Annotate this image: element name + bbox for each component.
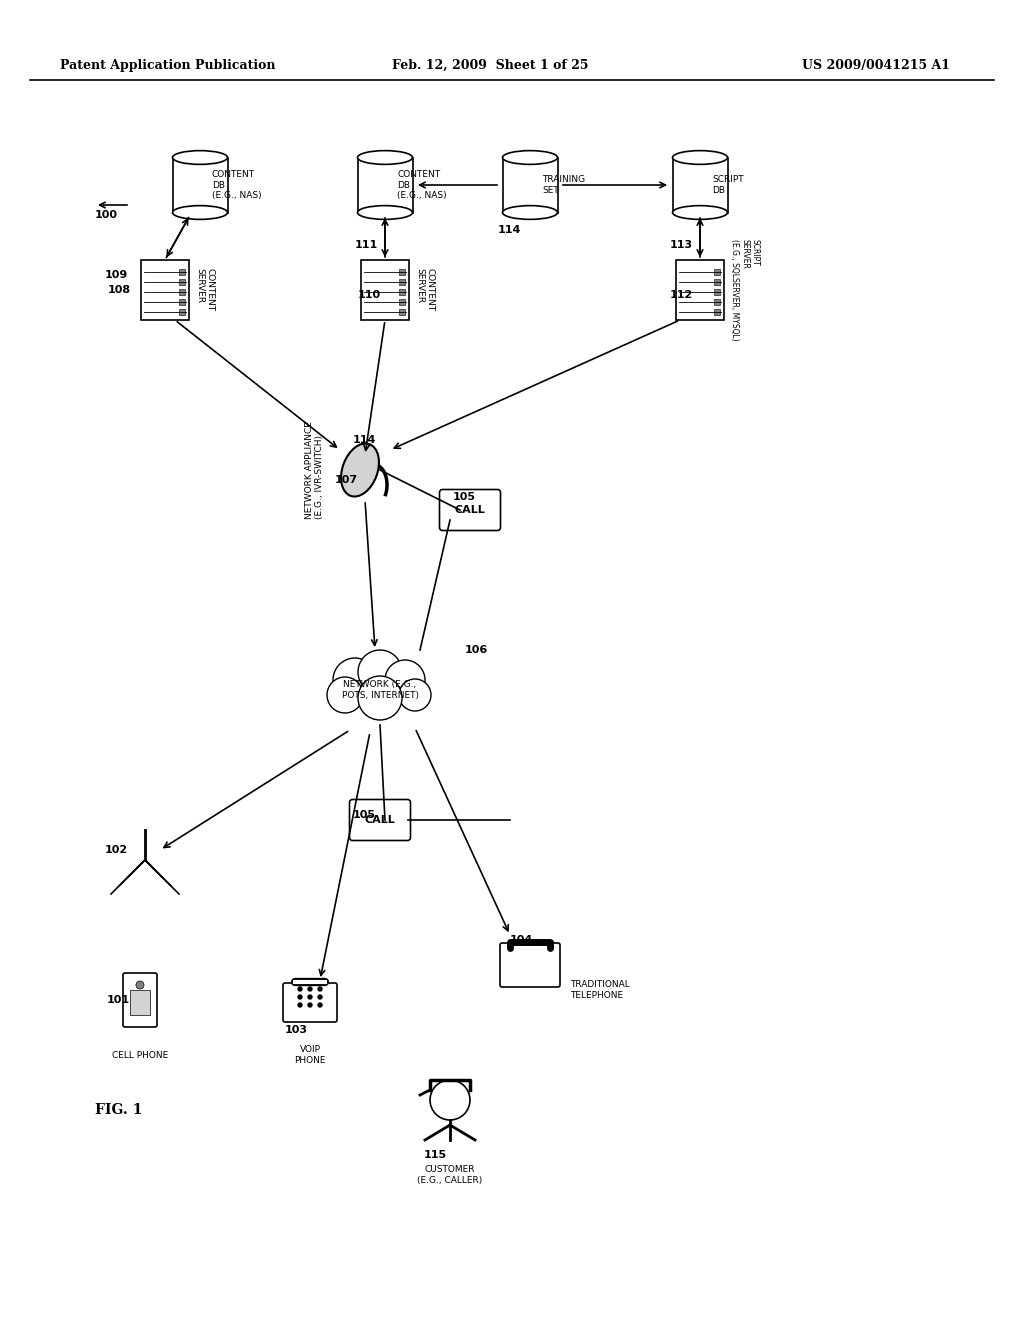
Text: CONTENT
DB
(E.G., NAS): CONTENT DB (E.G., NAS) — [212, 170, 261, 199]
Text: 112: 112 — [670, 290, 693, 300]
Bar — [141, 260, 189, 319]
Text: FIG. 1: FIG. 1 — [95, 1104, 142, 1117]
Bar — [714, 300, 720, 305]
Ellipse shape — [172, 206, 227, 219]
Text: CUSTOMER
(E.G., CALLER): CUSTOMER (E.G., CALLER) — [418, 1166, 482, 1185]
Text: NETWORK (E.G.,
POTS, INTERNET): NETWORK (E.G., POTS, INTERNET) — [341, 680, 419, 700]
Bar — [179, 309, 185, 315]
Circle shape — [430, 1080, 470, 1119]
Text: CALL: CALL — [365, 814, 395, 825]
Ellipse shape — [503, 150, 557, 165]
Bar — [179, 289, 185, 294]
Text: 114: 114 — [353, 436, 377, 445]
Text: 115: 115 — [424, 1150, 447, 1160]
FancyBboxPatch shape — [439, 490, 501, 531]
Text: 105: 105 — [453, 492, 476, 502]
Text: CALL: CALL — [455, 506, 485, 515]
Bar — [676, 260, 724, 319]
Ellipse shape — [357, 206, 413, 219]
Bar — [399, 300, 406, 305]
Circle shape — [358, 676, 402, 719]
Ellipse shape — [357, 150, 413, 165]
FancyBboxPatch shape — [673, 157, 727, 213]
Circle shape — [136, 981, 144, 989]
Bar — [179, 279, 185, 285]
Ellipse shape — [172, 150, 227, 165]
Circle shape — [358, 649, 402, 694]
FancyBboxPatch shape — [503, 157, 557, 213]
Text: 109: 109 — [105, 271, 128, 280]
Text: US 2009/0041215 A1: US 2009/0041215 A1 — [802, 58, 950, 71]
Text: 108: 108 — [108, 285, 131, 294]
FancyBboxPatch shape — [349, 800, 411, 841]
Text: 107: 107 — [335, 475, 358, 484]
Text: 111: 111 — [355, 240, 378, 249]
Text: Patent Application Publication: Patent Application Publication — [60, 58, 275, 71]
Ellipse shape — [503, 206, 557, 219]
Text: CONTENT
SERVER: CONTENT SERVER — [415, 268, 434, 312]
Text: CELL PHONE: CELL PHONE — [112, 1051, 168, 1060]
Bar — [714, 269, 720, 275]
Text: 114: 114 — [498, 224, 521, 235]
Text: 113: 113 — [670, 240, 693, 249]
Ellipse shape — [673, 150, 727, 165]
Bar — [714, 289, 720, 294]
Bar — [130, 990, 150, 1015]
Bar — [399, 269, 406, 275]
Circle shape — [308, 995, 312, 999]
FancyBboxPatch shape — [500, 942, 560, 987]
Bar — [714, 279, 720, 285]
Text: TRAINING
SET: TRAINING SET — [542, 176, 585, 195]
Circle shape — [333, 657, 377, 702]
Text: CONTENT
SERVER: CONTENT SERVER — [195, 268, 214, 312]
Text: 110: 110 — [358, 290, 381, 300]
Text: CONTENT
DB
(E.G., NAS): CONTENT DB (E.G., NAS) — [397, 170, 446, 199]
FancyBboxPatch shape — [123, 973, 157, 1027]
Text: Feb. 12, 2009  Sheet 1 of 25: Feb. 12, 2009 Sheet 1 of 25 — [392, 58, 588, 71]
Circle shape — [318, 987, 322, 991]
Text: 102: 102 — [105, 845, 128, 855]
FancyBboxPatch shape — [172, 157, 227, 213]
Text: 105: 105 — [353, 810, 376, 820]
Text: 104: 104 — [510, 935, 534, 945]
Text: SCRIPT
DB: SCRIPT DB — [712, 176, 743, 195]
Text: 101: 101 — [106, 995, 130, 1005]
Circle shape — [298, 1003, 302, 1007]
Ellipse shape — [673, 206, 727, 219]
Circle shape — [298, 995, 302, 999]
Circle shape — [399, 678, 431, 711]
Circle shape — [308, 1003, 312, 1007]
Bar — [179, 300, 185, 305]
Bar — [361, 260, 409, 319]
Text: TRADITIONAL
TELEPHONE: TRADITIONAL TELEPHONE — [570, 981, 630, 999]
Text: VOIP
PHONE: VOIP PHONE — [294, 1045, 326, 1065]
Circle shape — [308, 987, 312, 991]
Text: 106: 106 — [465, 645, 488, 655]
Text: SCRIPT
SERVER
(E.G., SQLSERVER, MYSQL): SCRIPT SERVER (E.G., SQLSERVER, MYSQL) — [730, 239, 760, 341]
Bar — [399, 309, 406, 315]
Text: NETWORK APPLIANCE
(E.G., IVR-SWITCH): NETWORK APPLIANCE (E.G., IVR-SWITCH) — [305, 421, 325, 519]
Circle shape — [298, 987, 302, 991]
Bar — [399, 289, 406, 294]
Circle shape — [385, 660, 425, 700]
Circle shape — [318, 995, 322, 999]
Bar — [399, 279, 406, 285]
Text: 103: 103 — [285, 1026, 308, 1035]
Circle shape — [318, 1003, 322, 1007]
Bar — [714, 309, 720, 315]
Circle shape — [327, 677, 362, 713]
Ellipse shape — [341, 444, 379, 496]
Bar — [179, 269, 185, 275]
FancyBboxPatch shape — [357, 157, 413, 213]
FancyBboxPatch shape — [283, 983, 337, 1022]
Text: 100: 100 — [95, 210, 118, 220]
